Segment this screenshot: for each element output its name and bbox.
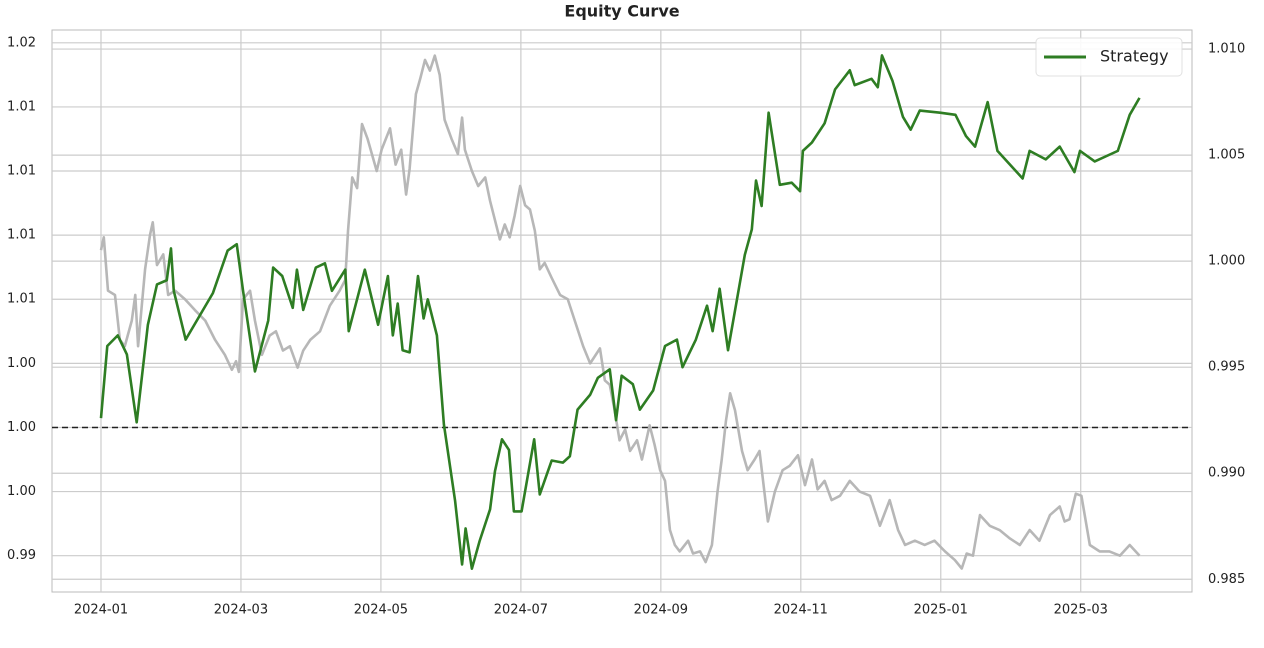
- legend-label: Strategy: [1100, 47, 1169, 66]
- x-tick-label: 2024-05: [354, 603, 408, 618]
- y-tick-label: 1.00: [7, 356, 36, 371]
- x-tick-label: 2024-03: [214, 603, 268, 618]
- y-tick-label: 1.02: [7, 35, 36, 50]
- y-tick-label: 1.01: [7, 164, 36, 179]
- x-tick-label: 2024-11: [774, 603, 828, 618]
- series-line: [99, 54, 1141, 570]
- x-tick-label: 2024-09: [634, 603, 688, 618]
- x-tick-label: 2025-01: [914, 603, 968, 618]
- chart-title: Equity Curve: [564, 2, 679, 21]
- y-tick-label: 1.00: [7, 484, 36, 499]
- y-tick-label: 1.01: [7, 99, 36, 114]
- y2-tick-label: 1.010: [1208, 42, 1245, 57]
- x-tick-label: 2024-07: [494, 603, 548, 618]
- series-line: [99, 54, 1141, 570]
- x-tick-label: 2024-01: [74, 603, 128, 618]
- y-tick-label: 0.99: [7, 548, 36, 563]
- legend-box: [1035, 37, 1183, 77]
- y-tick-label: 1.00: [7, 420, 36, 435]
- plot-frame: [51, 29, 1193, 593]
- y2-tick-label: 1.000: [1208, 254, 1245, 269]
- y2-tick-label: 0.985: [1208, 572, 1245, 587]
- y2-tick-label: 1.005: [1208, 148, 1245, 163]
- y2-tick-label: 0.995: [1208, 360, 1245, 375]
- y-tick-label: 1.01: [7, 292, 36, 307]
- y-tick-label: 1.01: [7, 228, 36, 243]
- x-tick-label: 2025-03: [1054, 603, 1108, 618]
- y2-tick-label: 0.990: [1208, 466, 1245, 481]
